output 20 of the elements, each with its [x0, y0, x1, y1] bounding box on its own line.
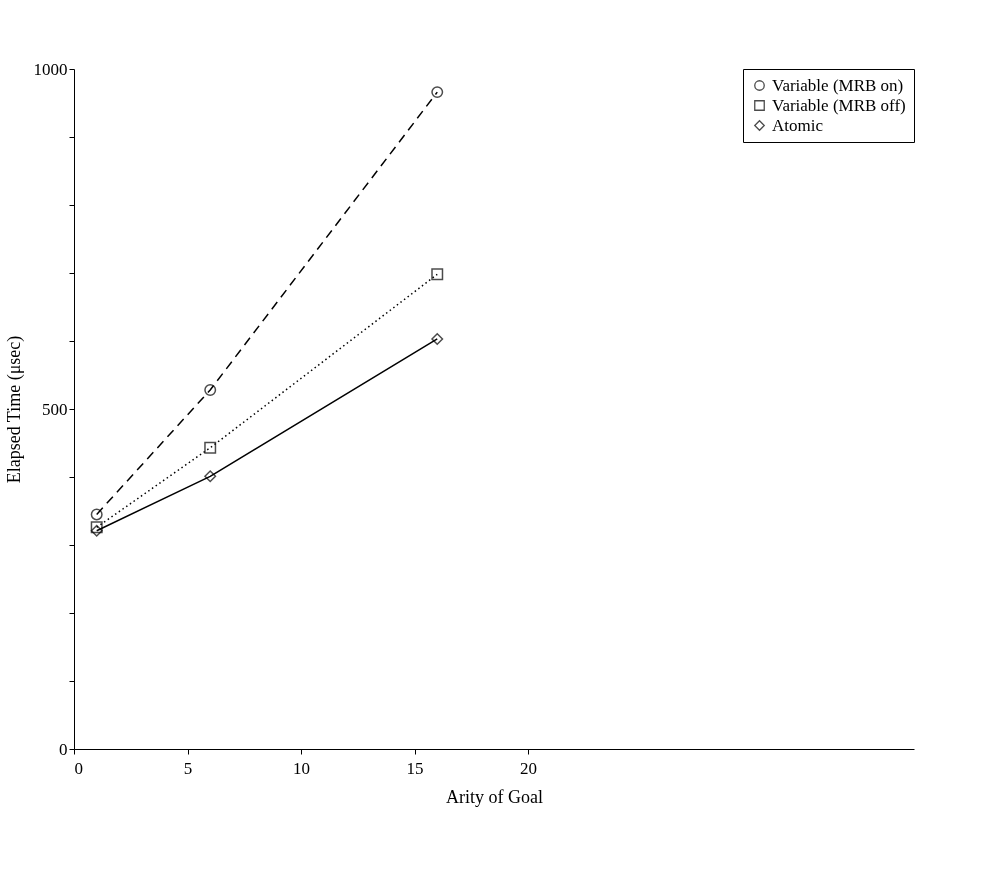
point [204, 441, 217, 454]
x-tick-label: 15 [406, 758, 424, 778]
x-tick-label: 5 [183, 758, 193, 778]
x-tick-label: 10 [293, 758, 311, 778]
y-axis-title: Elapsed Time (μsec) [3, 335, 25, 484]
point [431, 332, 444, 345]
x-axis-title: Arity of Goal [446, 786, 543, 807]
x-tick-label: 20 [520, 758, 538, 778]
point [204, 383, 217, 396]
y-tick-label: 500 [42, 399, 68, 419]
x-tick-label: 0 [74, 758, 83, 778]
point [90, 508, 103, 521]
point [204, 470, 217, 483]
y-tick-label: 1000 [33, 59, 68, 79]
point [431, 268, 444, 281]
y-tick-label: 0 [59, 739, 68, 759]
legend-label: Variable (MRB off) [772, 95, 906, 115]
legend-label: Variable (MRB on) [772, 75, 904, 95]
legend-label: Atomic [772, 115, 824, 135]
point [431, 86, 444, 99]
